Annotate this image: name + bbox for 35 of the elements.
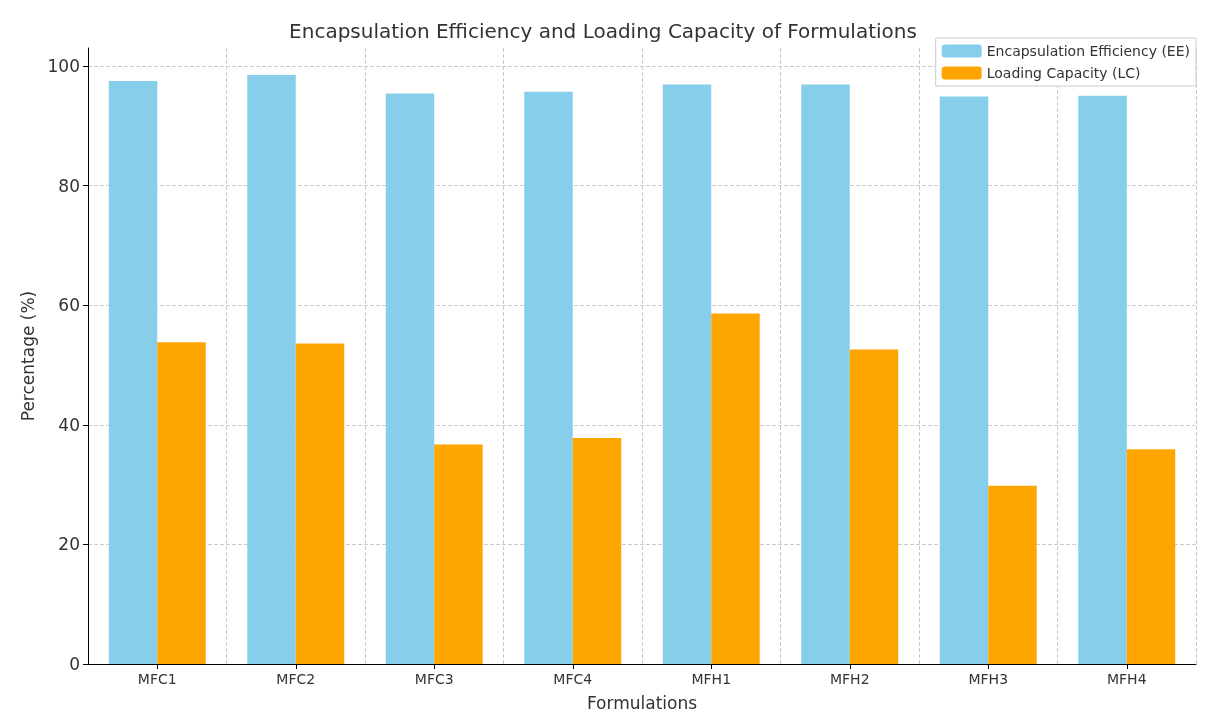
bar bbox=[434, 444, 483, 664]
bar bbox=[849, 349, 899, 664]
legend-label: Loading Capacity (LC) bbox=[986, 65, 1141, 81]
y-tick-label: 60 bbox=[58, 295, 80, 316]
y-tick-label: 100 bbox=[47, 55, 80, 76]
bar bbox=[1078, 95, 1127, 664]
bar bbox=[524, 91, 573, 664]
x-tick-label: MFC4 bbox=[553, 671, 593, 687]
bar bbox=[295, 343, 345, 664]
legend-label: Encapsulation Efficiency (EE) bbox=[986, 43, 1191, 59]
bar bbox=[108, 80, 158, 664]
y-tick-label: 80 bbox=[58, 175, 80, 196]
x-tick-label: MFH2 bbox=[829, 671, 870, 687]
x-tick-label: MFH4 bbox=[1106, 671, 1147, 687]
bar bbox=[1126, 449, 1176, 664]
bar bbox=[939, 96, 989, 664]
bar bbox=[247, 74, 296, 664]
x-tick-label: MFC2 bbox=[276, 671, 316, 687]
x-axis-title: Formulations bbox=[586, 692, 698, 713]
x-tick-label: MFH1 bbox=[691, 671, 732, 687]
bar bbox=[385, 93, 435, 664]
y-tick-label: 20 bbox=[58, 534, 80, 555]
chart-title: Encapsulation Efficiency and Loading Capacity of Formulations bbox=[289, 19, 917, 43]
bar bbox=[801, 84, 850, 664]
x-tick-label: MFC3 bbox=[414, 671, 454, 687]
y-tick-label: 40 bbox=[58, 414, 80, 435]
y-tick-label: 0 bbox=[69, 654, 80, 674]
bar bbox=[662, 84, 712, 664]
y-axis-title: Percentage (%) bbox=[18, 290, 39, 422]
bar bbox=[988, 485, 1037, 664]
x-tick-label: MFH3 bbox=[968, 671, 1009, 687]
bar bbox=[711, 313, 760, 664]
bar bbox=[572, 437, 622, 664]
x-tick-label: MFC1 bbox=[137, 671, 177, 687]
bar bbox=[157, 342, 206, 664]
